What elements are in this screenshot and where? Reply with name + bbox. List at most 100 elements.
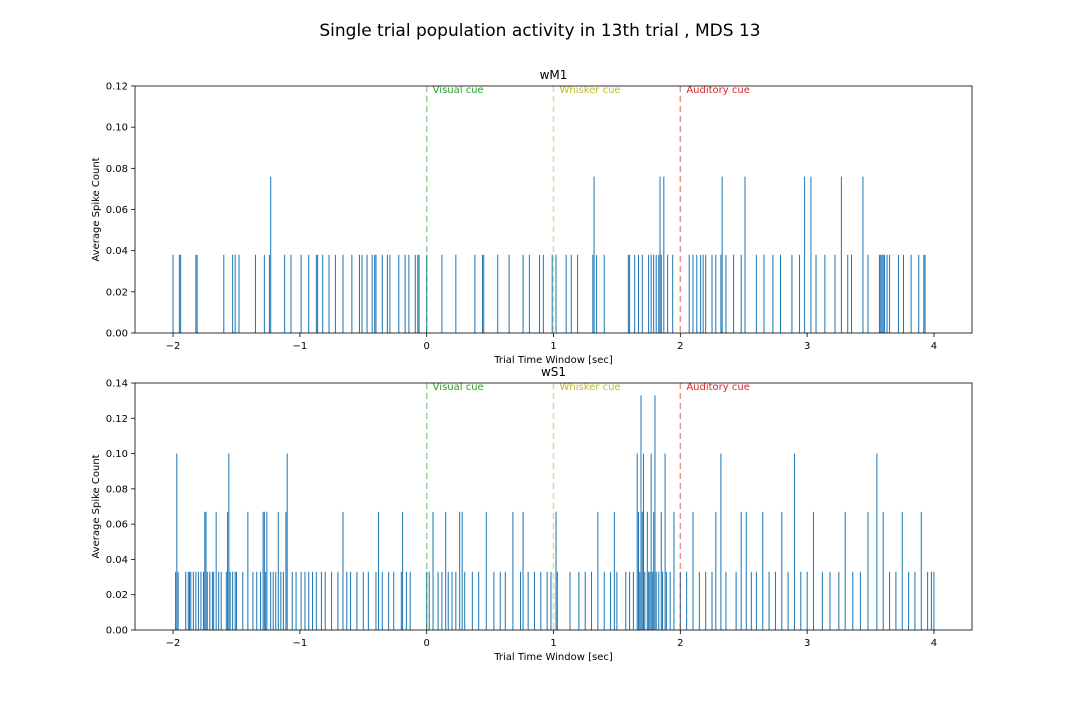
bar [308, 571, 310, 630]
bar [882, 511, 884, 630]
bar [367, 571, 369, 630]
bar [308, 254, 310, 333]
bar [637, 254, 639, 333]
bar [881, 254, 883, 333]
bar [455, 571, 457, 630]
bar [483, 254, 485, 333]
bar [542, 254, 544, 333]
bar [381, 254, 383, 333]
x-tick-label: 2 [677, 341, 683, 352]
bar [346, 571, 348, 630]
bar [263, 254, 265, 333]
bar [800, 571, 802, 630]
bar [897, 254, 899, 333]
bar [254, 254, 256, 333]
bar [660, 511, 662, 630]
bar [804, 176, 806, 333]
bar [265, 571, 267, 630]
bar [295, 571, 297, 630]
bar [610, 571, 612, 630]
bar [889, 254, 891, 333]
figure-title: Single trial population activity in 13th… [319, 21, 760, 41]
bar [720, 254, 722, 333]
bar [195, 571, 197, 630]
bar [256, 571, 258, 630]
bar [361, 254, 363, 333]
bar [286, 453, 288, 630]
bar [381, 571, 383, 630]
bar [262, 511, 264, 630]
bar [270, 176, 272, 333]
bar [665, 571, 667, 630]
panel-title: wM1 [540, 68, 568, 82]
bar [632, 571, 634, 630]
x-tick-label: 0 [423, 341, 429, 352]
bar [285, 511, 287, 630]
bar [711, 571, 713, 630]
x-tick-label: −1 [292, 638, 307, 649]
bar [711, 254, 713, 333]
bar [375, 571, 377, 630]
bar [745, 511, 747, 630]
bar [625, 571, 627, 630]
bar [824, 254, 826, 333]
x-tick-label: 1 [550, 341, 556, 352]
bar [603, 571, 605, 630]
bar [834, 254, 836, 333]
bar [591, 571, 593, 630]
bar [447, 571, 449, 630]
bar [649, 571, 651, 630]
bar [235, 571, 237, 630]
bar [177, 571, 179, 630]
bar [499, 571, 501, 630]
bar [185, 571, 187, 630]
bar [705, 571, 707, 630]
bar [272, 571, 274, 630]
bar [815, 254, 817, 333]
bar [211, 571, 213, 630]
bar [275, 571, 277, 630]
bar [847, 254, 849, 333]
bar [840, 176, 842, 333]
bar [280, 571, 282, 630]
bar [810, 176, 812, 333]
bar [176, 453, 178, 630]
bar [705, 254, 707, 333]
bar [232, 571, 234, 630]
bar [540, 571, 542, 630]
bar [750, 571, 752, 630]
x-tick-label: 1 [550, 638, 556, 649]
bar [859, 571, 861, 630]
bar [878, 254, 880, 333]
bar [437, 571, 439, 630]
bar [821, 571, 823, 630]
bar [653, 254, 655, 333]
x-tick-label: 0 [423, 638, 429, 649]
bar [715, 254, 717, 333]
bar [331, 571, 333, 630]
panel-title: wS1 [541, 365, 566, 379]
bar [418, 254, 420, 333]
bar [375, 254, 377, 333]
bar [520, 571, 522, 630]
bar [522, 254, 524, 333]
y-tick-label: 0.04 [106, 555, 128, 566]
bar [195, 254, 197, 333]
bar [655, 254, 657, 333]
bar [648, 571, 650, 630]
bar [522, 511, 524, 630]
bar [659, 176, 661, 333]
bar [546, 571, 548, 630]
bar [744, 176, 746, 333]
bar [636, 453, 638, 630]
x-tick-label: −2 [166, 638, 181, 649]
y-tick-label: 0.12 [106, 414, 128, 425]
bar [342, 254, 344, 333]
y-tick-label: 0.14 [106, 379, 128, 390]
bar [930, 571, 932, 630]
bar [923, 254, 925, 333]
bar [223, 254, 225, 333]
bar [227, 511, 229, 630]
bar [862, 176, 864, 333]
